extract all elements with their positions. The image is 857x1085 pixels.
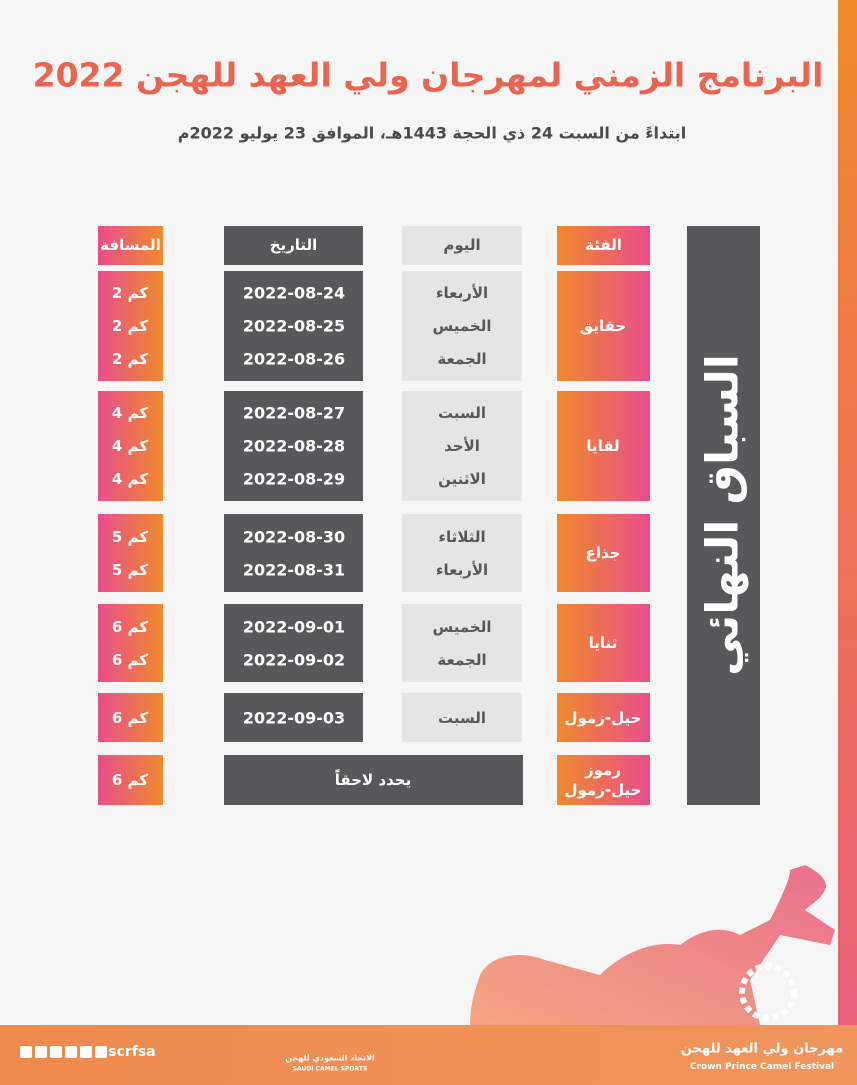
date: 2022-08-30 — [242, 527, 346, 546]
distance-cell — [98, 391, 163, 501]
category-cell — [557, 271, 650, 381]
category-cell — [557, 755, 650, 805]
distance: 2 كم — [111, 350, 149, 368]
distance-cell — [98, 755, 163, 805]
date: 2022-08-28 — [242, 436, 346, 456]
side-bar: السباق النهائي — [687, 226, 760, 805]
federation-ar: الاتحاد السعودي للهجن — [285, 1053, 375, 1063]
handle: scrfsa — [108, 1044, 156, 1060]
footer-bar: scrfsa الاتحاد السعودي للهجن SAUDI CAMEL… — [0, 1025, 857, 1085]
category-cell — [557, 514, 650, 592]
distance-cell — [98, 693, 163, 742]
header-cell — [557, 226, 650, 265]
distance: 4 كم — [111, 470, 149, 488]
distance: 6 كم — [111, 650, 149, 669]
title: البرنامج الزمني لمهرجان ولي العهد للهجن … — [32, 55, 824, 95]
distance-cell — [98, 514, 163, 592]
social-icons — [20, 1046, 107, 1058]
header-text: التاريخ — [269, 236, 318, 254]
distance: 4 كم — [111, 437, 149, 455]
date: 2022-08-27 — [242, 403, 346, 423]
distance: 2 كم — [111, 284, 149, 302]
date: 2022-08-26 — [242, 349, 346, 369]
day: الخميس — [432, 617, 492, 636]
category-cell — [557, 693, 650, 742]
category: لقايا — [586, 437, 620, 455]
day: الأربعاء — [435, 284, 489, 302]
category: حقايق — [579, 317, 627, 335]
date-cell — [224, 693, 363, 742]
day-cell — [402, 693, 522, 742]
distance: 6 كم — [111, 708, 149, 727]
festival-logo — [739, 963, 797, 1021]
note-cell — [224, 755, 523, 805]
header-text: الفئة — [585, 236, 622, 254]
date-cell — [224, 271, 363, 381]
day-cell — [402, 391, 522, 501]
date-cell — [224, 604, 363, 682]
subtitle: ابتداءً من السبت 24 ذي الحجة 1443هـ، الم… — [177, 123, 687, 143]
note: يحدد لاحقاً — [334, 771, 412, 789]
date: 2022-09-03 — [242, 708, 346, 727]
distance: 5 كم — [111, 560, 149, 579]
category: جذاع — [585, 544, 621, 562]
festival-ar: مهرجان ولي العهد للهجن — [680, 1041, 844, 1057]
festival-en: Crown Prince Camel Festival — [689, 1062, 835, 1072]
distance: 6 كم — [111, 617, 149, 636]
side-strip — [838, 0, 857, 1025]
date: 2022-09-02 — [242, 650, 346, 669]
date: 2022-08-29 — [242, 469, 346, 489]
distance-cell — [98, 271, 163, 381]
category: رموز — [585, 761, 621, 779]
category: حيل-زمول — [564, 781, 642, 799]
day-cell — [402, 271, 522, 381]
category-cell — [557, 604, 650, 682]
federation-en: SAUDI CAMEL SPORTS — [292, 1065, 368, 1073]
date-cell — [224, 391, 363, 501]
day: الأحد — [444, 437, 480, 455]
day: السبت — [437, 708, 487, 727]
date: 2022-08-31 — [242, 560, 346, 579]
date: 2022-09-01 — [242, 617, 346, 636]
distance: 5 كم — [111, 527, 149, 546]
day: الجمعة — [437, 350, 487, 368]
day: الخميس — [432, 317, 492, 335]
camel-silhouette — [470, 865, 835, 1025]
date-cell — [224, 514, 363, 592]
header-cell — [402, 226, 522, 265]
day: الاثنين — [438, 470, 486, 488]
distance: 4 كم — [111, 404, 149, 422]
category-cell — [557, 391, 650, 501]
distance-cell — [98, 604, 163, 682]
day: الأربعاء — [435, 560, 489, 579]
header-text: المسافة — [100, 236, 161, 254]
date: 2022-08-24 — [242, 283, 346, 303]
header-cell — [98, 226, 163, 265]
header-cell — [224, 226, 363, 265]
day: الجمعة — [437, 650, 487, 669]
category: ثنايا — [588, 634, 618, 652]
distance: 6 كم — [111, 771, 149, 789]
day: الثلاثاء — [438, 527, 486, 546]
distance: 2 كم — [111, 317, 149, 335]
day-cell — [402, 604, 522, 682]
category: حيل-زمول — [564, 708, 642, 727]
day-cell — [402, 514, 522, 592]
header-text: اليوم — [443, 236, 481, 254]
day: السبت — [437, 404, 487, 422]
date: 2022-08-25 — [242, 316, 346, 336]
